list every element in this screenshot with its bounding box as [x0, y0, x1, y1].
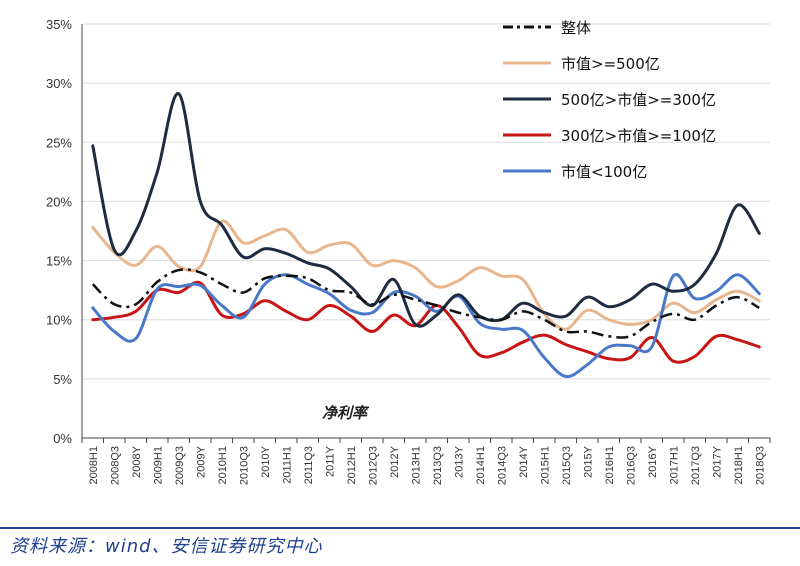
x-tick-label: 2009H1 [152, 446, 164, 485]
x-tick-label: 2018H1 [733, 446, 745, 485]
x-tick-label: 2010Y [260, 445, 272, 477]
series-line [91, 219, 761, 331]
x-tick-label: 2013H1 [410, 446, 422, 485]
y-tick-label: 25% [46, 135, 72, 150]
x-tick-label: 2017Y [711, 445, 723, 477]
x-tick-label: 2012Q3 [367, 446, 379, 485]
series-line [91, 92, 761, 328]
y-tick-label: 10% [46, 313, 72, 328]
series-line [91, 268, 760, 339]
x-tick-label: 2008Q3 [109, 446, 121, 485]
source-divider [0, 527, 800, 529]
series-lines [91, 92, 761, 379]
x-tick-label: 2013Y [453, 445, 465, 477]
x-tick-label: 2010H1 [217, 446, 229, 485]
x-tick-label: 2017H1 [668, 446, 680, 485]
x-tick-label: 2016Q3 [625, 446, 637, 485]
legend-label: 整体 [561, 19, 591, 37]
x-tick-label: 2009Y [195, 445, 207, 477]
gridlines [82, 23, 770, 380]
y-tick-label: 0% [53, 431, 72, 446]
legend-label: 500亿>市值>=300亿 [561, 91, 716, 109]
x-tick-label: 2014H1 [475, 446, 487, 485]
x-tick-label: 2013Q3 [432, 446, 444, 485]
x-tick-label: 2011H1 [281, 446, 293, 484]
y-tick-label: 35% [46, 17, 72, 32]
legend-label: 市值<100亿 [561, 163, 647, 181]
x-tick-label: 2010Q3 [238, 446, 250, 485]
x-tick-label: 2009Q3 [174, 446, 186, 485]
series-line [91, 280, 761, 364]
x-tick-label: 2012Y [389, 445, 401, 477]
x-tick-label: 2014Q3 [496, 446, 508, 485]
axes [81, 24, 770, 439]
x-tick-label: 2018Q3 [754, 446, 766, 485]
x-tick-label: 2008Y [131, 445, 143, 477]
series-line [91, 272, 761, 379]
source-note: 资料来源：wind、安信证券研究中心 [10, 536, 323, 557]
y-tick-label: 20% [46, 194, 72, 209]
chart-inner-label: 净利率 [322, 404, 370, 422]
legend-label: 300亿>市值>=100亿 [561, 127, 716, 145]
x-tick-label: 2014Y [518, 445, 530, 477]
y-tick-label: 30% [46, 76, 72, 91]
x-axis-ticks: 2008H1 2008Q3 2008Y 2009H1 2009Q3 2009Y 2010H1… [81, 438, 771, 485]
y-tick-label: 5% [53, 372, 72, 387]
x-tick-label: 2012H1 [346, 446, 358, 485]
x-tick-label: 2008H1 [88, 446, 100, 485]
legend-label: 市值>=500亿 [561, 55, 660, 73]
x-tick-label: 2015H1 [539, 446, 551, 485]
x-tick-label: 2017Q3 [690, 446, 702, 485]
x-tick-label: 2011Q3 [303, 446, 315, 484]
x-tick-label: 2016Y [647, 445, 659, 477]
x-tick-label: 2015Y [582, 445, 594, 477]
x-tick-label: 2016H1 [604, 446, 616, 485]
y-axis-ticks: 0% 5% 10% 15% 20% 25% 30% 35% [46, 17, 72, 446]
y-tick-label: 15% [46, 254, 72, 269]
x-tick-label: 2015Q3 [561, 446, 573, 485]
x-tick-label: 2011Y [324, 445, 336, 477]
